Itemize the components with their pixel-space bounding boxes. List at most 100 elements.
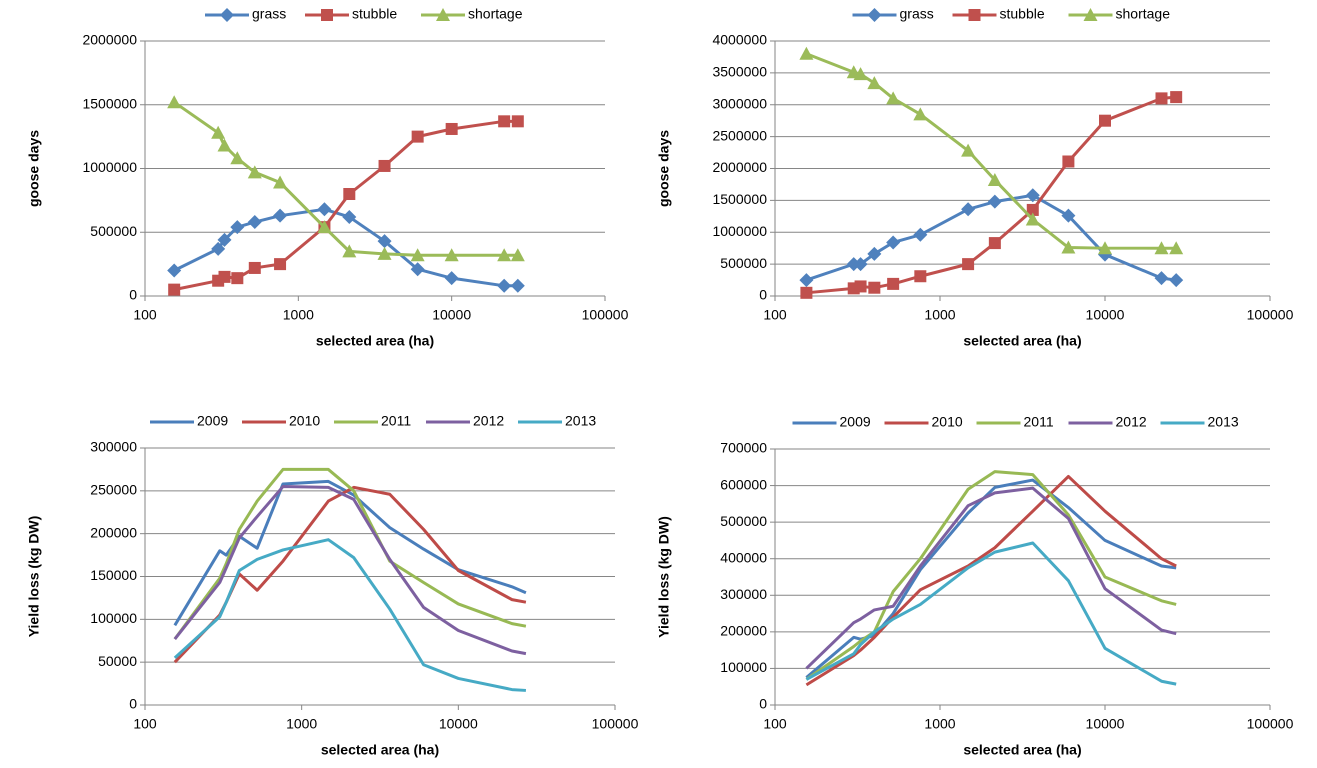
x-tick-label: 10000 (1086, 307, 1125, 323)
x-tick-label: 1000 (924, 307, 955, 323)
marker (321, 9, 333, 21)
y-tick-label: 200000 (720, 623, 767, 639)
x-tick-label: 100 (763, 307, 787, 323)
y-tick-label: 50000 (98, 653, 137, 669)
marker (217, 138, 232, 152)
y-axis-title: goose days (26, 130, 42, 207)
marker (1169, 241, 1184, 255)
series-line (173, 485, 527, 656)
marker (868, 281, 881, 294)
series-line (805, 52, 1177, 250)
y-tick-label: 0 (129, 287, 137, 303)
series-line (805, 470, 1177, 681)
marker (167, 95, 182, 109)
legend-label: 2013 (1208, 414, 1239, 430)
marker (410, 262, 425, 277)
x-tick-label: 10000 (432, 307, 471, 323)
series-line (805, 478, 1177, 679)
marker (511, 115, 524, 128)
y-tick-label: 0 (129, 696, 137, 712)
x-tick-label: 1000 (286, 716, 317, 732)
x-tick-label: 10000 (1086, 716, 1125, 732)
marker (987, 172, 1002, 186)
y-tick-label: 500000 (720, 513, 767, 529)
y-tick-label: 700000 (720, 440, 767, 456)
legend-label: 2012 (1116, 414, 1147, 430)
marker (1099, 114, 1111, 127)
marker (913, 227, 928, 242)
marker (168, 283, 181, 296)
marker (1154, 241, 1169, 255)
marker (1061, 208, 1076, 223)
series-line (173, 467, 527, 640)
series-line (173, 479, 527, 627)
marker (247, 165, 262, 179)
marker (914, 270, 927, 283)
series-line (805, 486, 1177, 670)
marker (247, 215, 262, 230)
marker (510, 278, 525, 293)
marker (497, 248, 512, 262)
marker (799, 273, 814, 288)
series-line (805, 541, 1177, 686)
y-tick-label: 4000000 (712, 32, 767, 48)
y-tick-label: 600000 (720, 476, 767, 492)
marker (988, 237, 1001, 250)
x-tick-label: 100000 (582, 307, 629, 323)
x-tick-label: 100 (763, 716, 787, 732)
marker (1170, 91, 1183, 104)
legend-label: 2010 (932, 414, 963, 430)
y-tick-label: 2000000 (82, 32, 137, 48)
y-tick-label: 150000 (90, 567, 137, 583)
legend-label: grass (252, 6, 286, 22)
marker (248, 261, 261, 274)
legend-label: stubble (1000, 6, 1045, 22)
marker (1026, 203, 1039, 216)
legend-label: grass (900, 6, 934, 22)
marker (1083, 8, 1098, 21)
marker (799, 46, 814, 60)
marker (854, 280, 867, 293)
marker (211, 125, 226, 139)
marker (444, 271, 459, 286)
marker (317, 202, 332, 217)
marker (1098, 241, 1112, 255)
x-tick-label: 100 (133, 307, 157, 323)
y-tick-label: 1500000 (712, 191, 767, 207)
y-tick-label: 0 (759, 287, 767, 303)
marker (167, 263, 182, 278)
y-tick-label: 3000000 (712, 95, 767, 111)
marker (1155, 92, 1168, 105)
x-tick-label: 1000 (283, 307, 314, 323)
marker (230, 220, 245, 235)
y-tick-label: 2500000 (712, 127, 767, 143)
chart-panel: 0 100000 200000 300000 400000 500000 600000 700… (656, 414, 1294, 758)
chart-panel: 0 500000 1000000 1500000 2000000 100 1000 10000… (26, 6, 629, 349)
y-tick-label: 250000 (90, 482, 137, 498)
marker (961, 202, 976, 217)
marker (274, 258, 287, 271)
marker (497, 278, 512, 293)
series-line (173, 538, 527, 692)
legend-label: 2013 (565, 413, 596, 429)
x-tick-label: 100000 (1247, 716, 1294, 732)
marker (220, 8, 234, 22)
y-axis-title: Yield loss (kg DW) (26, 516, 42, 638)
y-tick-label: 500000 (720, 255, 767, 271)
y-tick-label: 100000 (720, 659, 767, 675)
legend-label: shortage (1116, 6, 1171, 22)
marker (342, 209, 357, 224)
y-tick-label: 3500000 (712, 64, 767, 80)
x-tick-label: 100000 (1247, 307, 1294, 323)
y-axis-title: Yield loss (kg DW) (656, 516, 672, 638)
marker (342, 244, 357, 258)
marker (961, 143, 976, 157)
y-tick-label: 300000 (90, 439, 137, 455)
y-axis-title: goose days (656, 130, 672, 207)
legend-label: 2011 (381, 413, 411, 429)
chart-panel: 0 500000 1000000 1500000 2000000 2500000 30000… (656, 6, 1294, 349)
legend-label: 2009 (840, 414, 871, 430)
x-tick-label: 100000 (592, 716, 639, 732)
y-tick-label: 1000000 (82, 159, 137, 175)
